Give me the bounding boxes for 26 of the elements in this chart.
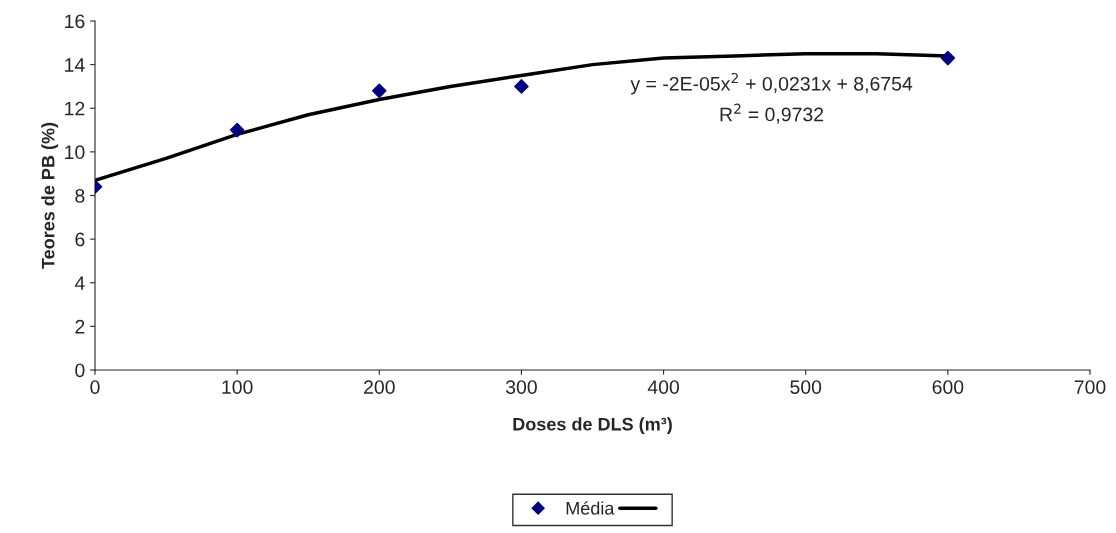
x-tick-label: 0 — [90, 380, 100, 394]
x-tick-label: 300 — [505, 380, 537, 394]
y-axis-title: Teores de PB (%) — [41, 122, 59, 269]
y-tick-label: 10 — [65, 145, 85, 160]
y-tick-label: 0 — [75, 363, 85, 378]
point — [229, 122, 245, 138]
x-tick-label: 600 — [932, 380, 964, 394]
y-tick-label: 2 — [75, 319, 85, 334]
x-tick-label: 200 — [364, 380, 395, 394]
y-tick-label: 12 — [65, 101, 85, 116]
legend-label: Média — [566, 501, 615, 515]
annotation: y = -2E-05x$^{2}$ + 0,0231x + 8,6754 — [630, 72, 913, 95]
y-tick-label: 6 — [75, 232, 85, 247]
point — [940, 50, 956, 66]
x-tick-label: 500 — [790, 380, 822, 394]
point — [514, 79, 529, 94]
x-tick-label: 400 — [647, 380, 680, 394]
y-tick-label: 16 — [65, 14, 85, 29]
point — [372, 83, 387, 99]
annotation: R$^{2}$ = 0,9732 — [720, 103, 824, 124]
y-tick-label: 4 — [74, 276, 85, 290]
x-axis-title: Doses de DLS (m³) — [513, 417, 672, 435]
y-tick-label: 8 — [75, 188, 85, 203]
x-tick-label: 100 — [222, 380, 253, 394]
x-tick-label: 700 — [1074, 380, 1106, 394]
y-tick-label: 14 — [65, 58, 85, 72]
